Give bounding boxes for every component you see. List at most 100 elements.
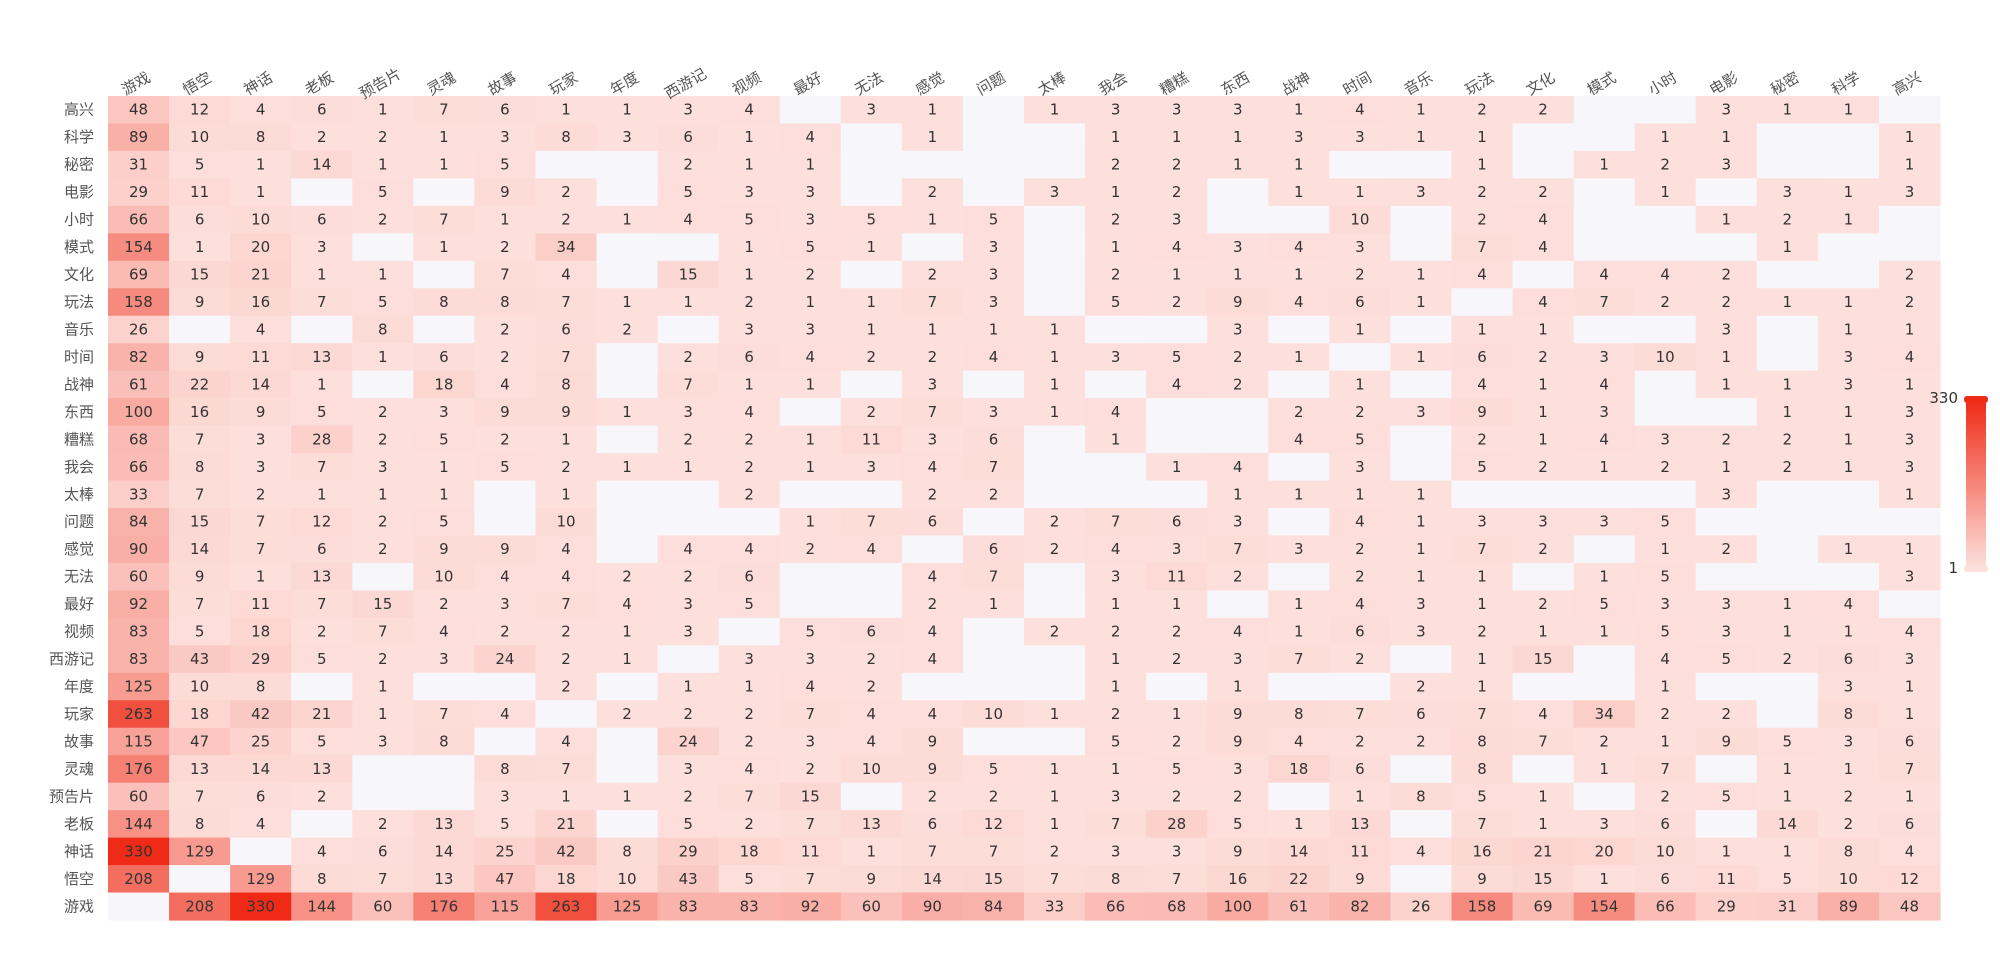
heatmap-cell[interactable] xyxy=(1268,288,1330,317)
heatmap-cell[interactable] xyxy=(1878,535,1941,564)
heatmap-cell[interactable] xyxy=(901,343,964,372)
heatmap-cell[interactable] xyxy=(1756,755,1819,784)
heatmap-cell[interactable] xyxy=(1695,178,1758,207)
heatmap-cell[interactable] xyxy=(840,810,903,839)
heatmap-cell[interactable] xyxy=(1756,288,1819,317)
heatmap-cell[interactable] xyxy=(1329,562,1391,591)
heatmap-cell[interactable] xyxy=(962,343,1025,372)
heatmap-cell[interactable] xyxy=(1878,123,1941,152)
heatmap-cell[interactable] xyxy=(840,233,903,262)
heatmap-cell[interactable] xyxy=(657,178,720,207)
heatmap-cell[interactable] xyxy=(1817,398,1880,427)
heatmap-cell[interactable] xyxy=(1451,755,1514,784)
heatmap-cell[interactable] xyxy=(718,425,781,454)
heatmap-cell[interactable] xyxy=(352,288,414,317)
heatmap-cell[interactable] xyxy=(535,398,598,427)
heatmap-cell[interactable] xyxy=(1451,535,1514,564)
heatmap-cell[interactable] xyxy=(230,782,292,811)
heatmap-cell[interactable] xyxy=(108,96,170,125)
heatmap-cell[interactable] xyxy=(596,590,659,619)
heatmap-cell[interactable] xyxy=(840,892,903,921)
heatmap-cell[interactable] xyxy=(413,837,475,866)
heatmap-cell[interactable] xyxy=(901,260,964,289)
heatmap-cell[interactable] xyxy=(1695,288,1758,317)
heatmap-cell[interactable] xyxy=(779,892,842,921)
heatmap-cell[interactable] xyxy=(474,755,537,784)
heatmap-cell[interactable] xyxy=(1390,865,1453,894)
heatmap-cell[interactable] xyxy=(840,480,903,509)
heatmap-cell[interactable] xyxy=(169,425,231,454)
heatmap-cell[interactable] xyxy=(1512,343,1575,372)
heatmap-cell[interactable] xyxy=(230,590,292,619)
heatmap-cell[interactable] xyxy=(1573,727,1636,756)
heatmap-cell[interactable] xyxy=(1329,617,1391,646)
heatmap-cell[interactable] xyxy=(1207,178,1269,207)
heatmap-cell[interactable] xyxy=(657,343,720,372)
heatmap-cell[interactable] xyxy=(1756,96,1819,125)
heatmap-cell[interactable] xyxy=(535,480,598,509)
heatmap-cell[interactable] xyxy=(108,810,170,839)
heatmap-cell[interactable] xyxy=(840,727,903,756)
heatmap-cell[interactable] xyxy=(413,480,475,509)
heatmap-cell[interactable] xyxy=(352,727,414,756)
heatmap-cell[interactable] xyxy=(1573,260,1636,289)
heatmap-cell[interactable] xyxy=(169,315,231,344)
heatmap-cell[interactable] xyxy=(1390,205,1453,234)
heatmap-cell[interactable] xyxy=(1329,288,1391,317)
heatmap-cell[interactable] xyxy=(1146,837,1208,866)
heatmap-cell[interactable] xyxy=(1695,453,1758,482)
heatmap-cell[interactable] xyxy=(1573,672,1636,701)
heatmap-cell[interactable] xyxy=(962,700,1025,729)
heatmap-cell[interactable] xyxy=(1146,672,1208,701)
heatmap-cell[interactable] xyxy=(1207,425,1269,454)
heatmap-cell[interactable] xyxy=(1146,123,1208,152)
heatmap-cell[interactable] xyxy=(413,755,475,784)
heatmap-cell[interactable] xyxy=(230,233,292,262)
heatmap-cell[interactable] xyxy=(901,672,964,701)
heatmap-cell[interactable] xyxy=(1146,315,1208,344)
heatmap-cell[interactable] xyxy=(1695,782,1758,811)
heatmap-cell[interactable] xyxy=(1817,288,1880,317)
heatmap-cell[interactable] xyxy=(230,260,292,289)
heatmap-cell[interactable] xyxy=(718,727,781,756)
heatmap-cell[interactable] xyxy=(1329,892,1391,921)
heatmap-cell[interactable] xyxy=(169,590,231,619)
heatmap-cell[interactable] xyxy=(962,96,1025,125)
heatmap-cell[interactable] xyxy=(901,590,964,619)
heatmap-cell[interactable] xyxy=(474,700,537,729)
heatmap-cell[interactable] xyxy=(1756,480,1819,509)
heatmap-cell[interactable] xyxy=(352,837,414,866)
heatmap-cell[interactable] xyxy=(1817,727,1880,756)
heatmap-cell[interactable] xyxy=(352,672,414,701)
heatmap-cell[interactable] xyxy=(1573,480,1636,509)
heatmap-cell[interactable] xyxy=(291,727,353,756)
heatmap-cell[interactable] xyxy=(169,837,231,866)
heatmap-cell[interactable] xyxy=(1573,782,1636,811)
heatmap-cell[interactable] xyxy=(108,288,170,317)
heatmap-cell[interactable] xyxy=(1207,343,1269,372)
heatmap-cell[interactable] xyxy=(596,233,659,262)
heatmap-cell[interactable] xyxy=(1024,205,1086,234)
heatmap-cell[interactable] xyxy=(413,508,475,537)
heatmap-cell[interactable] xyxy=(596,535,659,564)
heatmap-cell[interactable] xyxy=(1024,123,1086,152)
heatmap-cell[interactable] xyxy=(108,315,170,344)
heatmap-cell[interactable] xyxy=(413,892,475,921)
heatmap-cell[interactable] xyxy=(1634,370,1697,399)
heatmap-cell[interactable] xyxy=(474,315,537,344)
heatmap-cell[interactable] xyxy=(1573,865,1636,894)
heatmap-cell[interactable] xyxy=(1634,260,1697,289)
heatmap-cell[interactable] xyxy=(1878,590,1941,619)
heatmap-cell[interactable] xyxy=(1390,645,1453,674)
heatmap-cell[interactable] xyxy=(1695,480,1758,509)
heatmap-cell[interactable] xyxy=(596,96,659,125)
heatmap-cell[interactable] xyxy=(230,508,292,537)
heatmap-cell[interactable] xyxy=(840,508,903,537)
heatmap-cell[interactable] xyxy=(1390,837,1453,866)
heatmap-cell[interactable] xyxy=(1146,810,1208,839)
heatmap-cell[interactable] xyxy=(1878,810,1941,839)
heatmap-cell[interactable] xyxy=(596,205,659,234)
heatmap-cell[interactable] xyxy=(1207,590,1269,619)
heatmap-cell[interactable] xyxy=(962,260,1025,289)
heatmap-cell[interactable] xyxy=(657,755,720,784)
